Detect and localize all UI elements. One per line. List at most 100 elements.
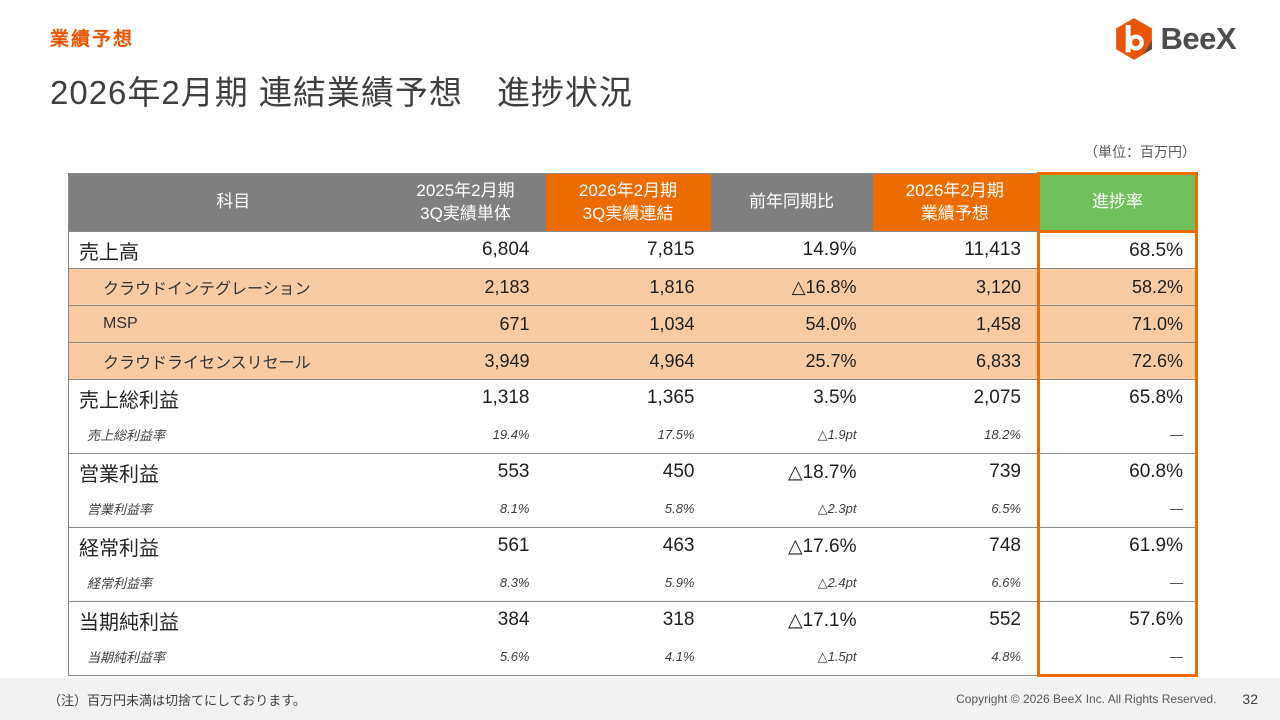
cell-value: 739 bbox=[872, 453, 1039, 491]
cell-value: 25.7% bbox=[710, 342, 873, 380]
cell-progress-rate: 72.6% bbox=[1037, 342, 1198, 380]
table-row: クラウドインテグレーション 2,183 1,816 △16.8% 3,120 58.2% bbox=[68, 268, 1198, 306]
cell-progress-rate: — bbox=[1037, 638, 1198, 677]
table-row: 売上総利益 1,318 1,365 3.5% 2,075 65.8% bbox=[68, 379, 1198, 417]
cell-value: 6.5% bbox=[991, 501, 1021, 517]
cell-progress-rate: — bbox=[1037, 416, 1198, 454]
cell-value: 3,120 bbox=[872, 268, 1039, 306]
unit-note: （単位：百万円） bbox=[1084, 144, 1196, 160]
cell-value: 450 bbox=[545, 453, 711, 491]
cell-value: 5.6% bbox=[499, 649, 530, 665]
row-label: 営業利益率 bbox=[87, 502, 153, 518]
cell-value: 5.8% bbox=[664, 501, 695, 517]
cell-progress-rate: 57.6% bbox=[1037, 601, 1198, 639]
cell-value: 3,949 bbox=[385, 342, 546, 380]
cell-progress-rate: — bbox=[1037, 490, 1198, 528]
cell-value: 18.2% bbox=[984, 427, 1021, 443]
table-row: MSP 671 1,034 54.0% 1,458 71.0% bbox=[68, 305, 1198, 343]
cell-value: 6,804 bbox=[385, 231, 546, 269]
copyright: Copyright © 2026 BeeX Inc. All Rights Re… bbox=[956, 692, 1217, 706]
table-row: 営業利益率 8.1% 5.8% △2.3pt 6.5% — bbox=[69, 490, 1198, 528]
row-label: 売上総利益率 bbox=[87, 428, 166, 444]
table-row: 当期純利益率 5.6% 4.1% △1.5pt 4.8% — bbox=[69, 638, 1198, 677]
cell-value: 4,964 bbox=[545, 342, 711, 380]
cell-value: △2.4pt bbox=[817, 574, 857, 590]
row-label: クラウドインテグレーション bbox=[68, 268, 386, 306]
row-label: 売上総利益 bbox=[68, 379, 386, 417]
cell-progress-rate: — bbox=[1037, 564, 1198, 602]
cell-progress-rate: 60.8% bbox=[1037, 453, 1198, 491]
cell-value: △16.8% bbox=[710, 268, 873, 306]
cell-value: △18.7% bbox=[710, 453, 873, 491]
beex-logo-text: BeeX bbox=[1160, 21, 1236, 56]
cell-value: 1,034 bbox=[545, 305, 711, 343]
row-label: 経常利益 bbox=[68, 527, 386, 565]
cell-value: 19.4% bbox=[492, 427, 530, 443]
row-label: 売上高 bbox=[68, 231, 386, 269]
cell-value: 671 bbox=[385, 305, 546, 343]
cell-value: 1,365 bbox=[545, 379, 711, 417]
cell-value: △17.6% bbox=[710, 527, 873, 565]
cell-value: 6.6% bbox=[991, 575, 1021, 591]
cell-value: 6,833 bbox=[872, 342, 1039, 380]
results-table-wrapper: 科目 2025年2月期 3Q実績単体 2026年2月期 3Q実績連結 前年同期比… bbox=[68, 172, 1198, 677]
table-row: 経常利益率 8.3% 5.9% △2.4pt 6.6% — bbox=[69, 564, 1198, 602]
header-yoy: 前年同期比 bbox=[710, 173, 873, 232]
header-2026-forecast: 2026年2月期 業績予想 bbox=[872, 173, 1039, 232]
row-label: 経常利益率 bbox=[87, 576, 153, 592]
cell-value: 318 bbox=[545, 601, 711, 639]
page-number: 32 bbox=[1242, 691, 1258, 707]
cell-value: 2,075 bbox=[872, 379, 1039, 417]
cell-value: 463 bbox=[545, 527, 711, 565]
cell-value: 1,458 bbox=[872, 305, 1039, 343]
table-row: 当期純利益 384 318 △17.1% 552 57.6% bbox=[68, 601, 1198, 639]
header-subject: 科目 bbox=[68, 173, 386, 232]
page-title: 2026年2月期 連結業績予想 進捗状況 bbox=[50, 74, 633, 111]
cell-progress-rate: 61.9% bbox=[1037, 527, 1198, 565]
row-label: MSP bbox=[68, 305, 386, 343]
row-label: 当期純利益率 bbox=[87, 650, 166, 666]
cell-value: 3.5% bbox=[710, 379, 873, 417]
cell-value: 561 bbox=[385, 527, 546, 565]
results-table: 科目 2025年2月期 3Q実績単体 2026年2月期 3Q実績連結 前年同期比… bbox=[68, 172, 1198, 677]
header-2025-3q-standalone: 2025年2月期 3Q実績単体 bbox=[385, 173, 546, 232]
table-header-row: 科目 2025年2月期 3Q実績単体 2026年2月期 3Q実績連結 前年同期比… bbox=[68, 172, 1198, 233]
table-row: 営業利益 553 450 △18.7% 739 60.8% bbox=[68, 453, 1198, 491]
table-row: 売上総利益率 19.4% 17.5% △1.9pt 18.2% — bbox=[69, 416, 1198, 454]
footer-right: Copyright © 2026 BeeX Inc. All Rights Re… bbox=[956, 691, 1258, 707]
header-progress-rate: 進捗率 bbox=[1037, 172, 1198, 233]
cell-value: 7,815 bbox=[545, 231, 711, 269]
cell-value: 14.9% bbox=[710, 231, 873, 269]
table-row: クラウドライセンスリセール 3,949 4,964 25.7% 6,833 72.6% bbox=[68, 342, 1198, 380]
cell-value: 17.5% bbox=[657, 427, 695, 443]
cell-value: 11,413 bbox=[872, 231, 1039, 269]
cell-value: △1.9pt bbox=[817, 426, 857, 442]
cell-value: 1,816 bbox=[545, 268, 711, 306]
table-body: 売上高 6,804 7,815 14.9% 11,413 68.5% クラウドインテグレーシ… bbox=[68, 231, 1198, 677]
cell-value: 4.8% bbox=[991, 649, 1021, 665]
cell-value: △1.5pt bbox=[817, 648, 857, 664]
table-row: 経常利益 561 463 △17.6% 748 61.9% bbox=[68, 527, 1198, 565]
cell-value: 8.1% bbox=[499, 501, 530, 517]
cell-progress-rate: 68.5% bbox=[1037, 231, 1198, 269]
cell-value: 54.0% bbox=[710, 305, 873, 343]
cell-value: 552 bbox=[872, 601, 1039, 639]
row-label: クラウドライセンスリセール bbox=[68, 342, 386, 380]
row-label: 営業利益 bbox=[68, 453, 386, 491]
cell-value: 748 bbox=[872, 527, 1039, 565]
section-label: 業績予想 bbox=[50, 29, 135, 50]
cell-progress-rate: 71.0% bbox=[1037, 305, 1198, 343]
footnote: （注）百万円未満は切捨てにしております。 bbox=[48, 692, 306, 708]
cell-value: 384 bbox=[385, 601, 546, 639]
cell-progress-rate: 65.8% bbox=[1037, 379, 1198, 417]
beex-logo-icon bbox=[1115, 18, 1153, 60]
cell-progress-rate: 58.2% bbox=[1037, 268, 1198, 306]
row-label: 当期純利益 bbox=[68, 601, 386, 639]
table-row: 売上高 6,804 7,815 14.9% 11,413 68.5% bbox=[68, 231, 1198, 269]
cell-value: 5.9% bbox=[664, 575, 695, 591]
cell-value: △17.1% bbox=[710, 601, 873, 639]
cell-value: 2,183 bbox=[385, 268, 546, 306]
cell-value: △2.3pt bbox=[817, 500, 857, 516]
cell-value: 1,318 bbox=[385, 379, 546, 417]
